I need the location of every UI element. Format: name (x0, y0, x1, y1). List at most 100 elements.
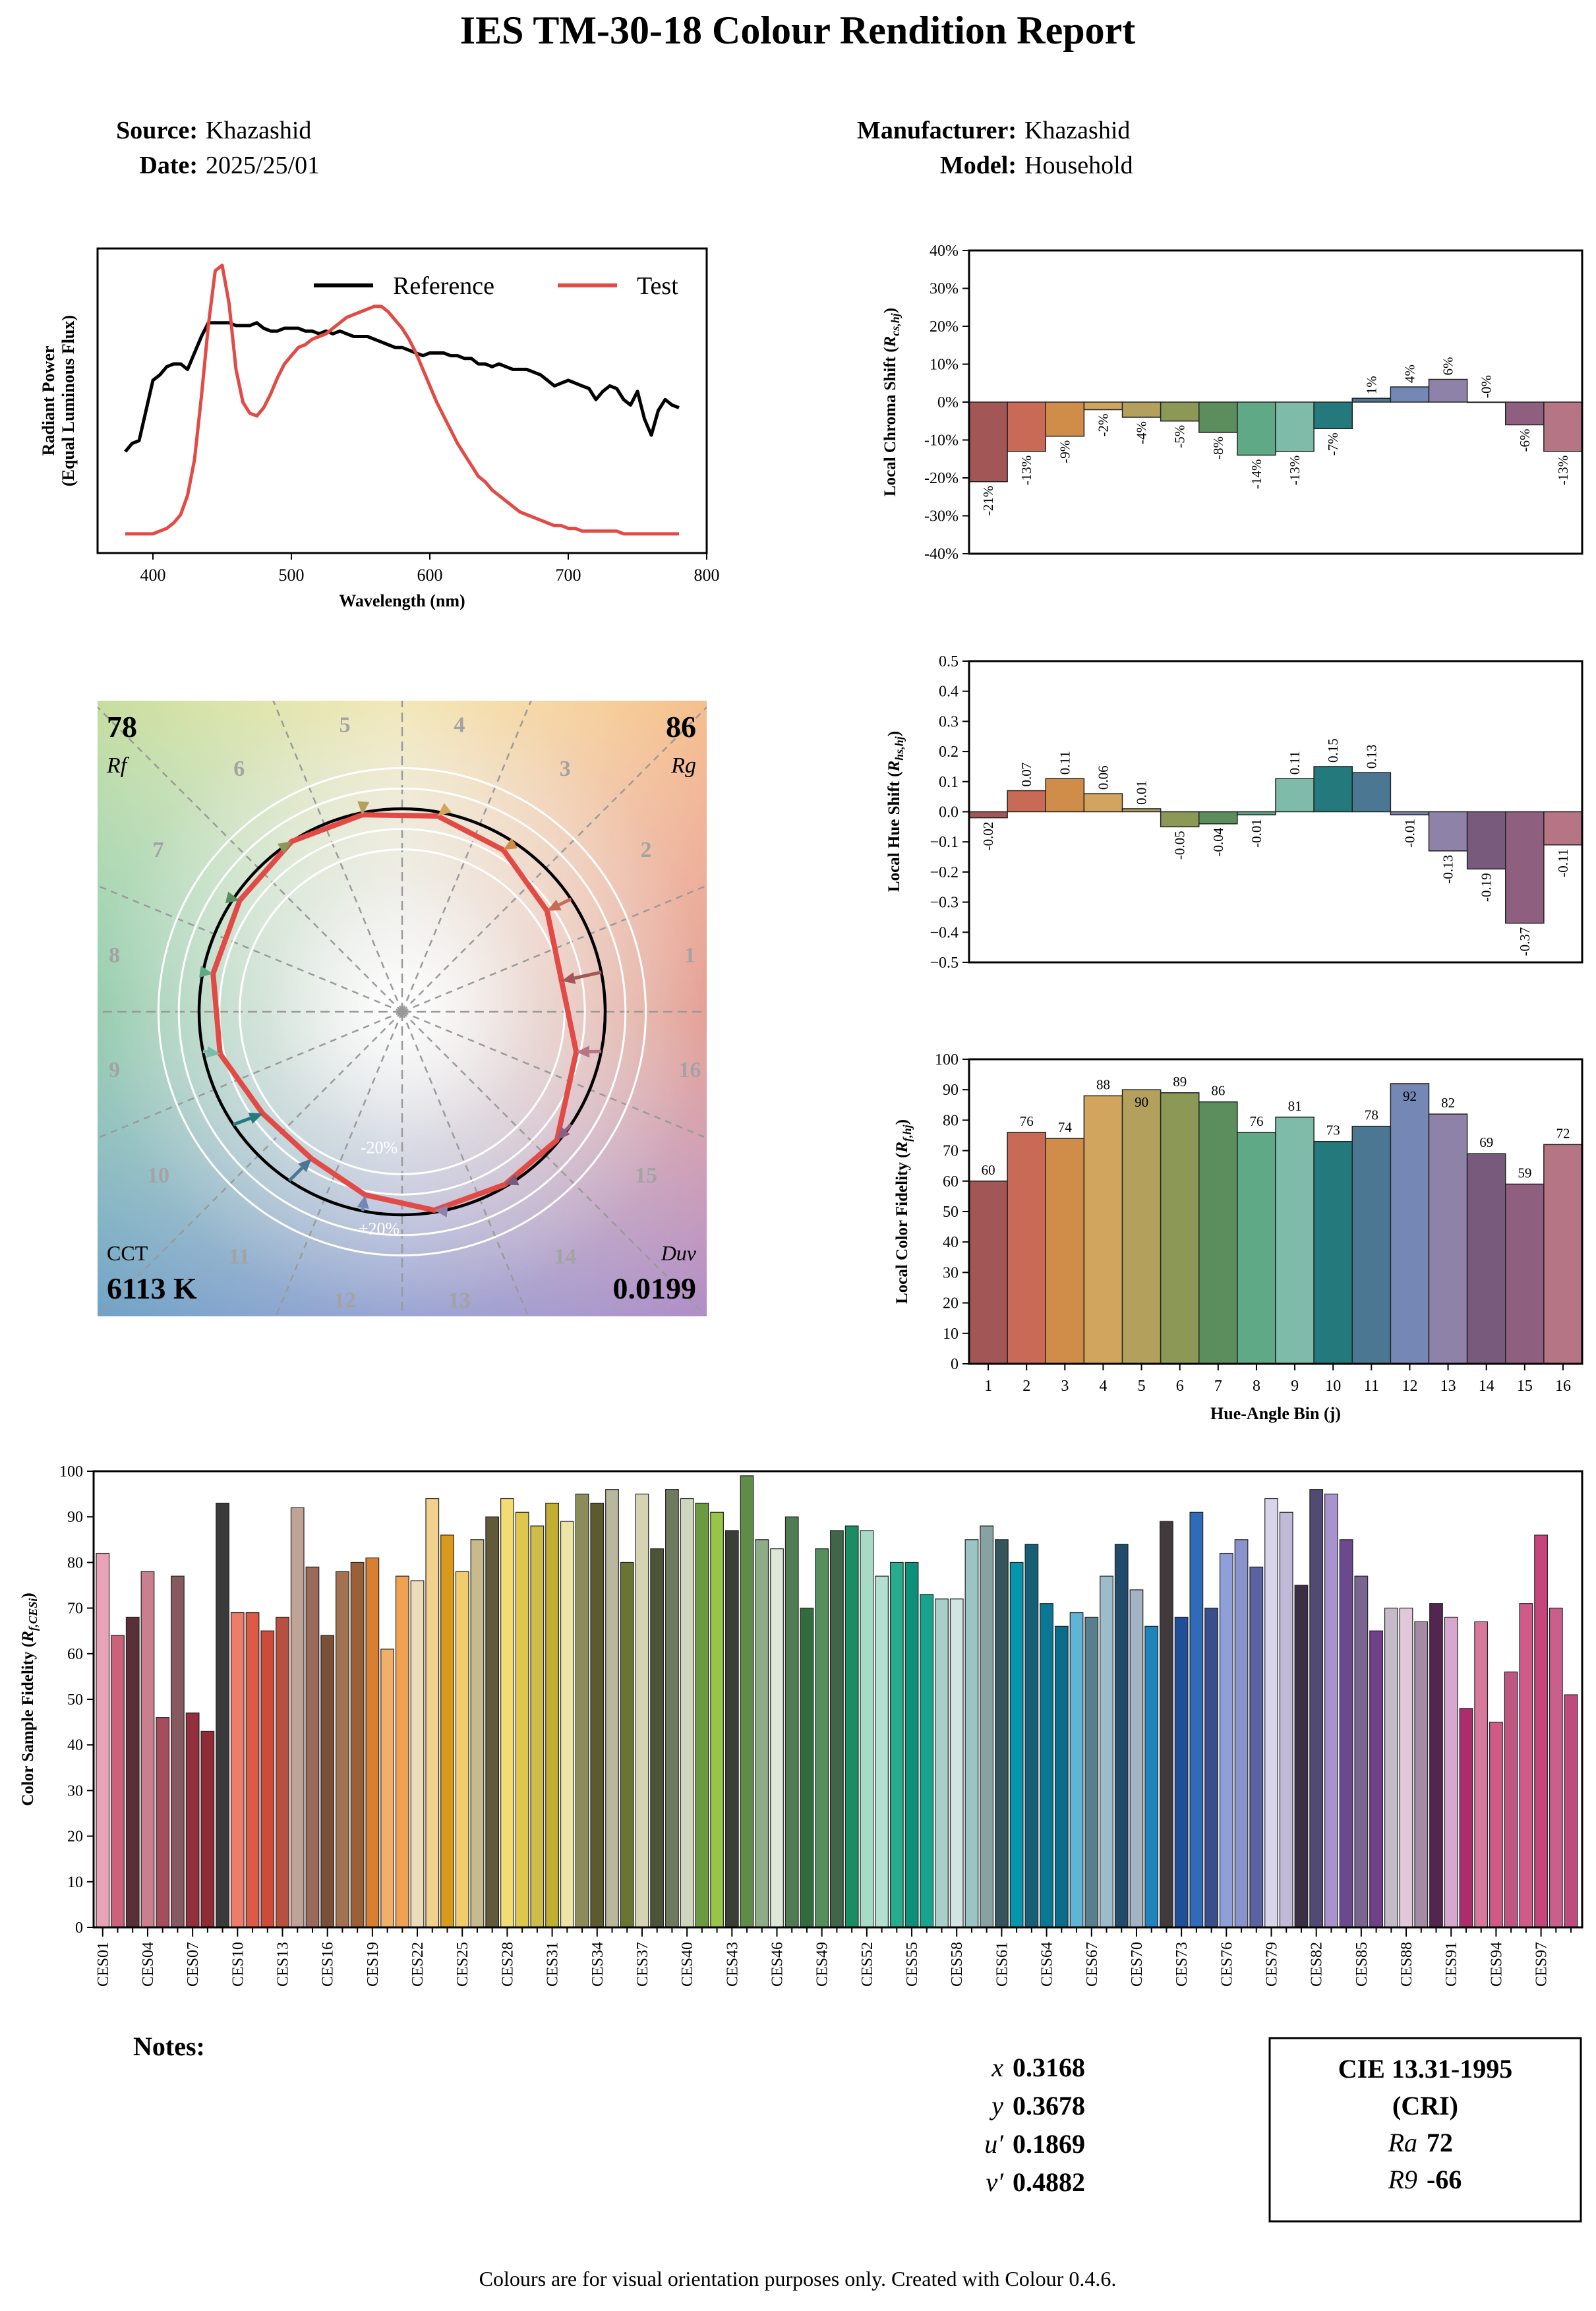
ces-xtick-label: CES64 (1039, 1942, 1056, 1987)
bar-bin-11 (1351, 397, 1392, 403)
bar-value-label: 0.01 (1134, 780, 1150, 805)
bin-label: 12 (334, 1288, 356, 1312)
ces-bar (485, 1516, 500, 1928)
ces-bar (1324, 1494, 1338, 1928)
ces-xtick-label: CES28 (499, 1942, 516, 1987)
hue-shift-arrow (564, 1123, 572, 1132)
bar-value-label: 86 (1211, 1083, 1225, 1099)
hue-shift-arrowhead (561, 972, 576, 984)
manufacturer-value: Khazashid (1024, 117, 1130, 144)
ces-bar (1069, 1612, 1084, 1928)
bar-bin-5 (1121, 1089, 1162, 1364)
ces-xtick-label: CES55 (904, 1942, 921, 1987)
fidelity-xlabel: Hue-Angle Bin (j) (1210, 1404, 1341, 1423)
ring-label-minus: -20% (361, 1138, 398, 1157)
bar-bin-2 (1007, 401, 1046, 452)
rf-value: 78 (107, 710, 137, 744)
bar-bin-8 (1237, 401, 1276, 456)
ces-bar (844, 1525, 859, 1928)
ces-bar (425, 1498, 440, 1928)
ces-bar (200, 1730, 215, 1928)
ces-bar (1219, 1552, 1233, 1928)
date-value: 2025/25/01 (206, 152, 320, 179)
bar-value-label: -13% (1555, 455, 1571, 486)
hue-shift-arrowhead (576, 1045, 590, 1058)
bin-label: 6 (233, 757, 245, 781)
hue-shift-arrowhead (503, 838, 518, 850)
bar-bin-14 (1466, 401, 1506, 403)
cct-label: CCT (107, 1241, 148, 1265)
bar-value-label: -13% (1287, 455, 1303, 486)
bar-bin-10 (1313, 766, 1353, 813)
ces-bar (410, 1580, 425, 1928)
ces-bar (455, 1571, 469, 1928)
bar-bin-9 (1275, 401, 1315, 452)
bar-value-label: 1% (1363, 376, 1379, 394)
bar-bin-9 (1275, 1117, 1315, 1364)
r9-label: R9 (1388, 2165, 1417, 2194)
ces-bar (665, 1489, 679, 1928)
xtick-label: 10 (1325, 1378, 1341, 1395)
ytick-label: -30% (924, 508, 959, 525)
bar-value-label: 6% (1440, 357, 1456, 376)
bar-bin-16 (1543, 1144, 1583, 1364)
ytick-label: 60 (943, 1173, 959, 1190)
polar-grid-line (98, 706, 403, 1012)
bar-bin-4 (1083, 793, 1123, 813)
bar-bin-1 (968, 1181, 1008, 1364)
ces-bar (1309, 1489, 1324, 1928)
bar-bin-5 (1121, 401, 1162, 418)
hue-shift-arrowhead (248, 1113, 263, 1124)
xtick-label: 11 (1364, 1378, 1379, 1395)
ces-xtick-label: CES97 (1533, 1942, 1551, 1987)
bar-value-label: 72 (1556, 1125, 1570, 1141)
polar-grid-line (401, 1011, 707, 1316)
ytick-label: 30 (943, 1264, 959, 1281)
footer-note: Colours are for visual orientation purpo… (479, 2267, 1117, 2291)
ces-xtick-label: CES43 (724, 1942, 741, 1987)
ytick-label: 0.2 (939, 744, 959, 761)
polar-ring (157, 767, 647, 1257)
ytick-label: 30 (67, 1782, 83, 1799)
bar-value-label: -0.02 (980, 822, 996, 851)
bar-value-label: -0.13 (1440, 855, 1456, 884)
bar-bin-13 (1428, 378, 1468, 403)
ces-bar (1549, 1608, 1563, 1928)
ces-bar (111, 1635, 125, 1928)
spectrum-xtick-label: 600 (417, 566, 443, 585)
ces-xtick-label: CES52 (859, 1942, 876, 1987)
ces-bar (545, 1502, 559, 1928)
bar-bin-7 (1198, 401, 1238, 433)
hue-shift-arrowhead (206, 1046, 220, 1058)
ces-bar (1414, 1621, 1429, 1928)
ces-xtick-label: CES10 (229, 1942, 247, 1987)
xtick-label: 7 (1214, 1378, 1222, 1395)
ces-bar (350, 1562, 365, 1928)
ces-bar (1009, 1562, 1024, 1928)
ytick-label: 70 (67, 1600, 83, 1618)
ces-bar (1459, 1708, 1473, 1928)
xtick-label: 2 (1022, 1378, 1030, 1395)
ces-bar (216, 1502, 229, 1928)
bar-value-label: 74 (1058, 1119, 1073, 1135)
coord-value: 0.4882 (1013, 2167, 1085, 2197)
bin-label: 14 (554, 1244, 576, 1269)
bar-bin-9 (1275, 778, 1315, 813)
ces-bar (889, 1562, 904, 1928)
ces-bar (96, 1552, 110, 1928)
duv-label: Duv (661, 1241, 697, 1265)
ces-xtick-label: CES49 (814, 1942, 831, 1987)
ces-xtick-label: CES61 (993, 1942, 1011, 1987)
bar-value-label: 81 (1288, 1098, 1302, 1114)
ytick-label: -10% (924, 432, 959, 450)
spectrum-xtick-label: 700 (556, 566, 581, 585)
bar-value-label: 60 (982, 1162, 995, 1178)
polar-grid-line (98, 1010, 403, 1139)
coord-symbol: x (991, 2053, 1003, 2082)
bar-value-label: -7% (1325, 432, 1341, 455)
ces-bar (995, 1539, 1009, 1928)
bin-label: 16 (678, 1058, 701, 1082)
ces-bar (875, 1575, 889, 1928)
